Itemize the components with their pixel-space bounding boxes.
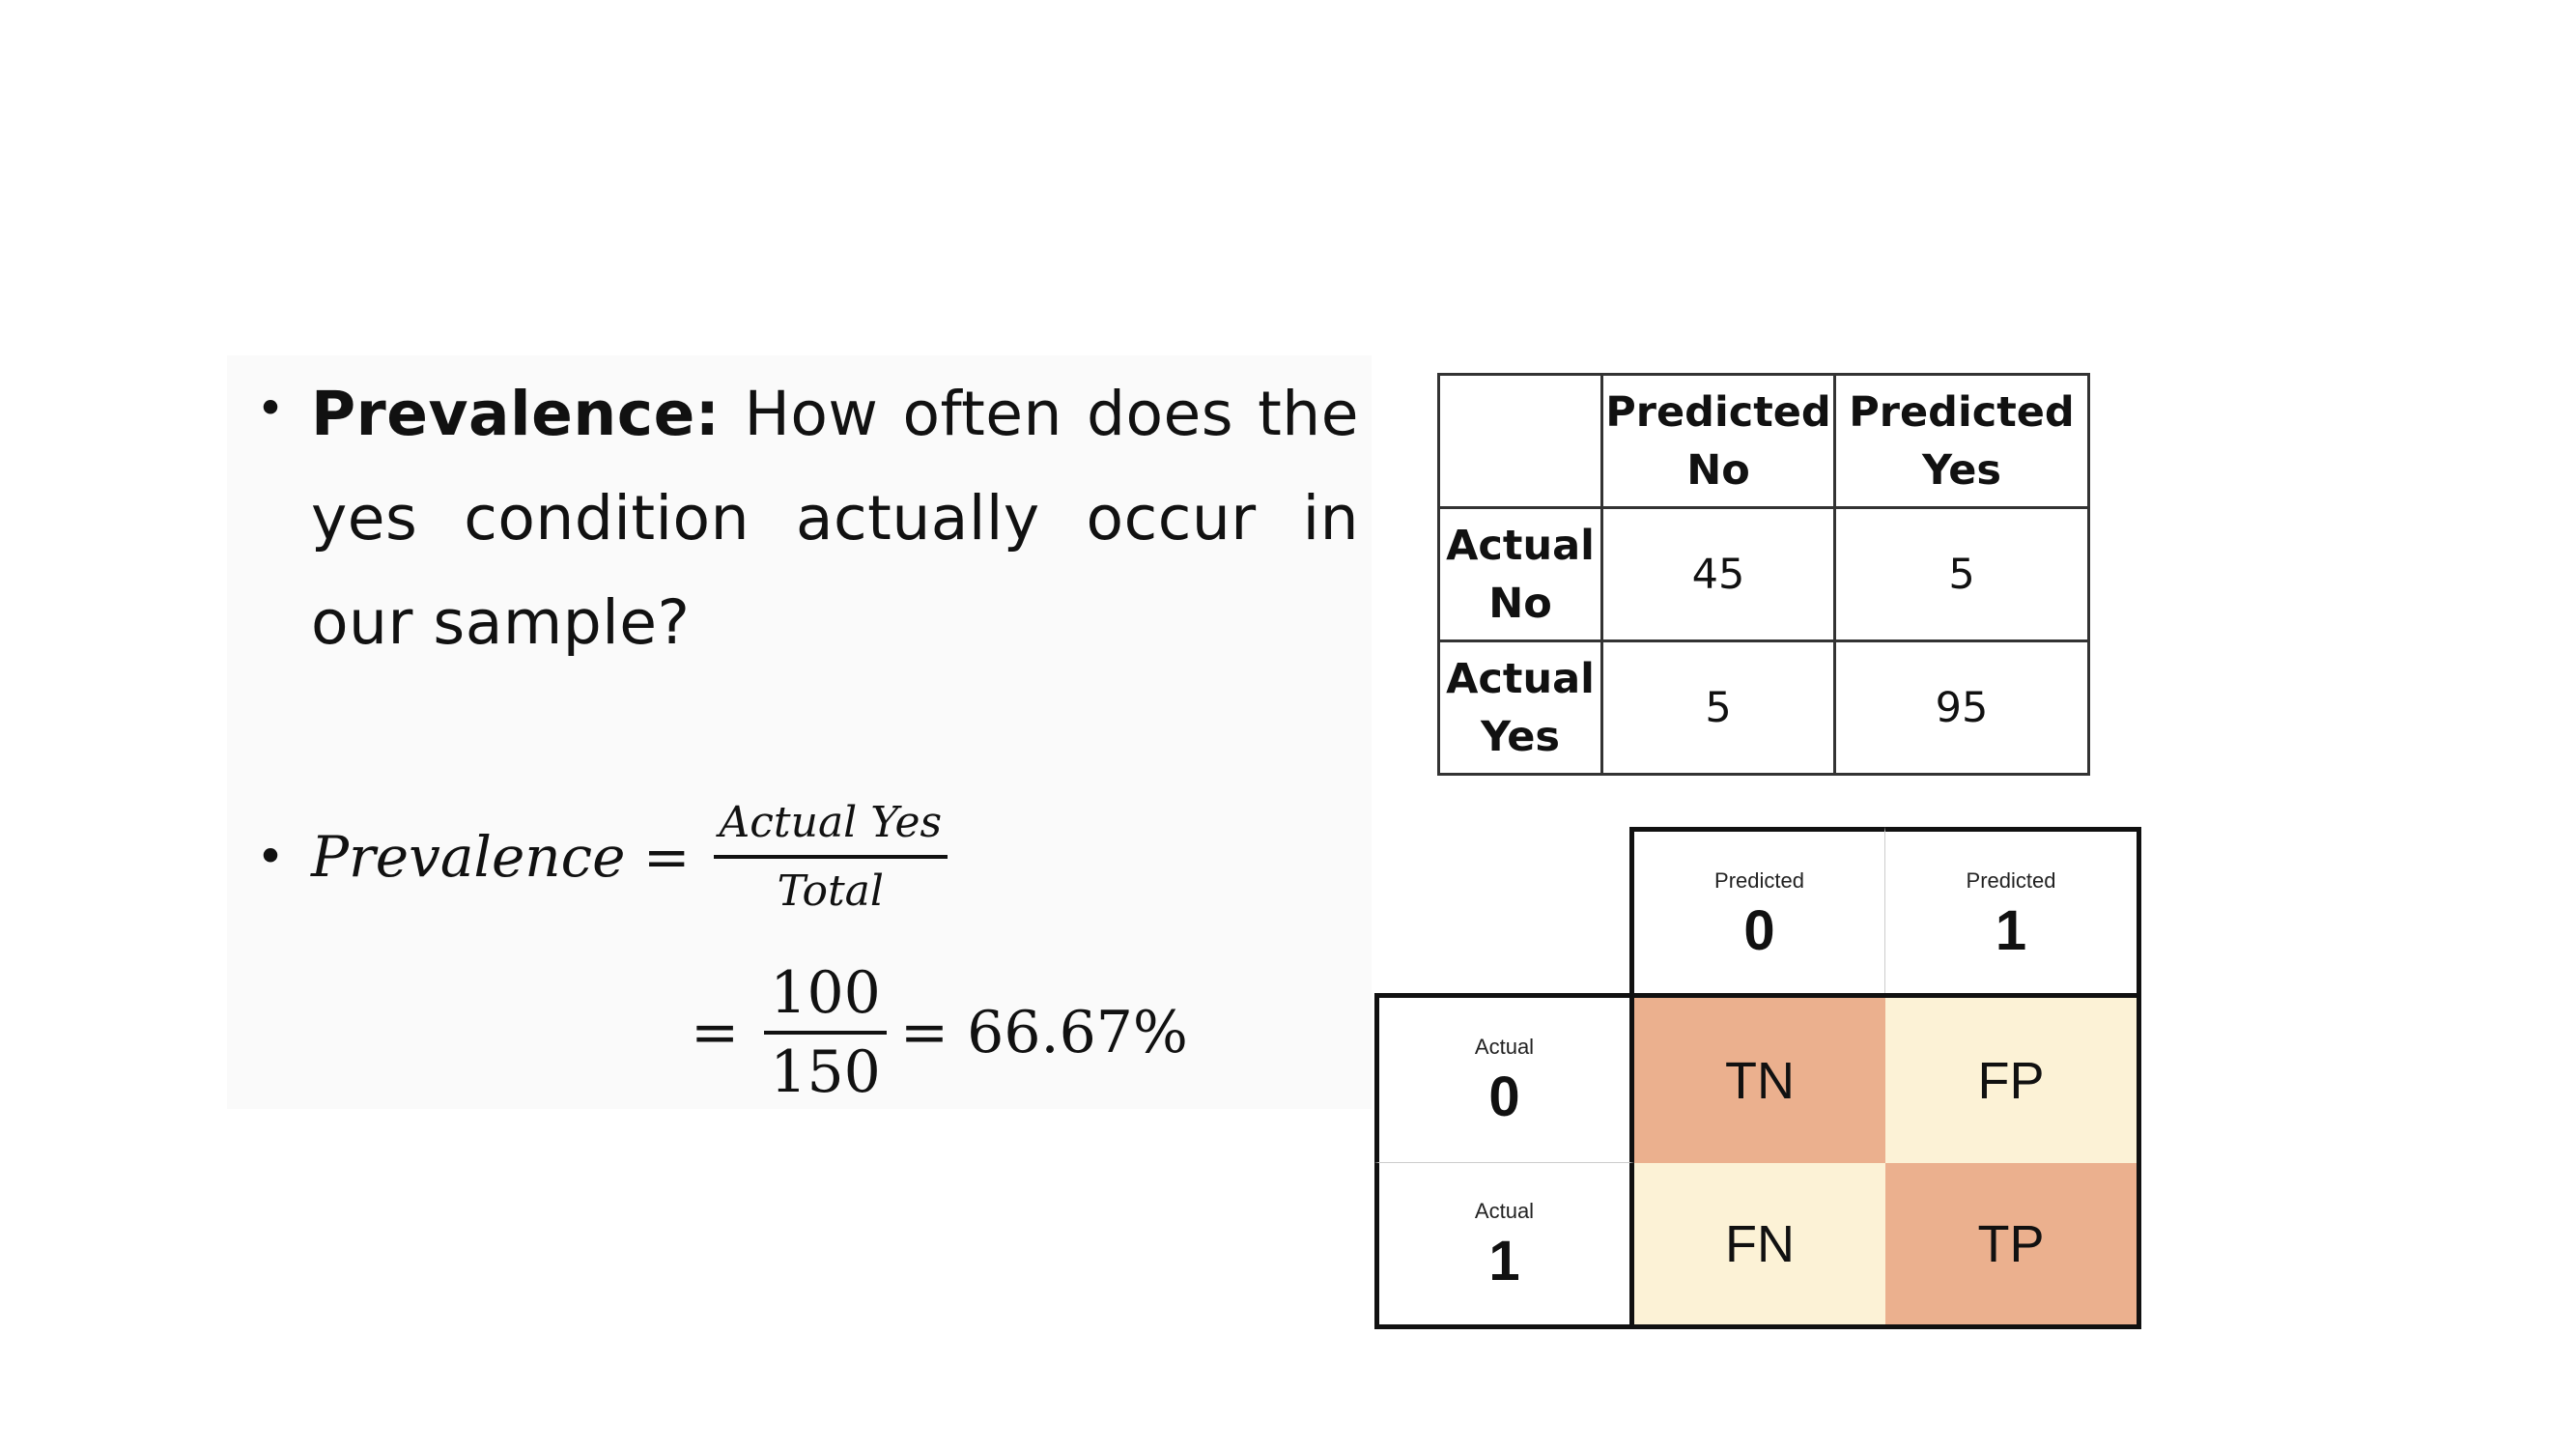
cell-code: FP: [1977, 1051, 2045, 1110]
cell-false-positive: FP: [1885, 993, 2141, 1163]
row-header-actual-yes: Actual Yes: [1437, 639, 1603, 776]
confusion-table: Predicted No Predicted Yes Actual No 45 …: [1437, 373, 2090, 776]
cell-false-negative: FN: [1634, 1163, 1885, 1329]
row-header-actual-no: Actual No: [1437, 506, 1603, 642]
formula-denominator: Total: [777, 867, 884, 916]
column-header-label: Predicted: [1966, 867, 2056, 893]
table-cell: 5: [1600, 639, 1836, 776]
table-cell: 45: [1600, 506, 1836, 642]
row-header-actual-0: Actual 0: [1374, 993, 1634, 1163]
column-header-predicted-0: Predicted 0: [1629, 827, 1885, 995]
bullet-formula: •: [256, 829, 285, 885]
table-cell: 5: [1833, 506, 2090, 642]
column-header-value: 1: [1995, 898, 2027, 962]
row-header-label: Actual: [1474, 1198, 1535, 1223]
column-header-value: 0: [1743, 898, 1775, 962]
prevalence-definition: Prevalence: How often does the yes condi…: [311, 362, 1359, 675]
row-header-label: Actual: [1474, 1035, 1535, 1059]
calc-numerator: 100: [764, 959, 887, 1035]
calc-fraction: 100 150: [764, 959, 887, 1106]
calc-equals: =: [691, 999, 740, 1066]
formula-lhs: Prevalence =: [311, 824, 691, 890]
table-row: Actual No 45 5: [1437, 506, 2090, 642]
definition-text: How often does the yes condition actuall…: [311, 379, 1359, 658]
formula-numerator: Actual Yes: [713, 798, 948, 859]
row-header-value: 0: [1488, 1065, 1520, 1128]
column-header-predicted-yes: Predicted Yes: [1833, 373, 2090, 509]
cell-code: TN: [1725, 1051, 1795, 1110]
prevalence-formula: Prevalence = Actual Yes Total: [311, 798, 948, 916]
table-corner-cell: [1437, 373, 1603, 509]
bullet-definition: •: [256, 381, 285, 437]
cell-code: TP: [1977, 1214, 2045, 1273]
table-header-row: Predicted No Predicted Yes: [1437, 373, 2090, 509]
column-header-label: Predicted: [1714, 867, 1804, 893]
formula-fraction: Actual Yes Total: [713, 798, 948, 916]
definition-term: Prevalence:: [311, 379, 721, 449]
calc-result: = 66.67%: [899, 999, 1188, 1066]
calc-denominator: 150: [770, 1038, 881, 1106]
table-row: Actual Yes 5 95: [1437, 639, 2090, 776]
row-header-value: 1: [1488, 1229, 1520, 1293]
column-header-predicted-1: Predicted 1: [1885, 827, 2141, 995]
table-cell: 95: [1833, 639, 2090, 776]
text-panel: [227, 355, 1372, 1109]
column-header-predicted-no: Predicted No: [1600, 373, 1836, 509]
row-header-actual-1: Actual 1: [1374, 1163, 1634, 1329]
cell-true-positive: TP: [1885, 1163, 2141, 1329]
confusion-legend-matrix: Predicted 0 Predicted 1 Actual 0 Actual …: [1374, 827, 2141, 1329]
cell-code: FN: [1725, 1214, 1795, 1273]
prevalence-calculation: = 100 150 = 66.67%: [691, 959, 1188, 1106]
cell-true-negative: TN: [1634, 993, 1885, 1163]
